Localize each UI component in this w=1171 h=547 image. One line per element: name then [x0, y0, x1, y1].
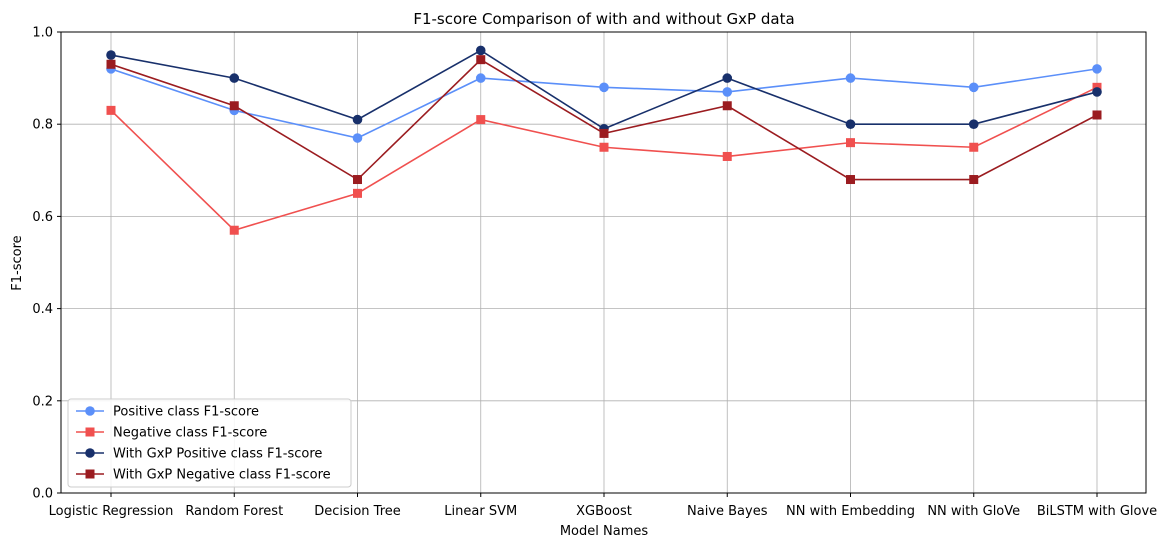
data-point-square — [85, 427, 95, 437]
legend-label: With GxP Positive class F1-score — [113, 447, 322, 462]
data-point-circle — [475, 73, 486, 83]
data-point-square — [969, 175, 979, 185]
data-point-square — [106, 59, 116, 69]
x-tick-label: Decision Tree — [314, 504, 401, 519]
y-tick-label: 1.0 — [32, 26, 53, 41]
legend-box — [67, 398, 352, 488]
y-tick-label: 0.6 — [32, 210, 53, 225]
x-tick-label: Logistic Regression — [49, 504, 174, 519]
series-4 — [106, 55, 1102, 185]
legend-label: Negative class F1-score — [113, 426, 267, 441]
data-point-square — [846, 138, 855, 148]
data-point-square — [106, 105, 116, 115]
series-1 — [106, 64, 1102, 143]
y-axis-label: F1-score — [10, 235, 25, 290]
x-tick-label: NN with Embedding — [786, 504, 915, 519]
y-tick-label: 0.8 — [32, 118, 53, 133]
data-point-square — [353, 175, 362, 185]
data-point-circle — [1092, 87, 1102, 97]
y-tick-label: 0.2 — [32, 394, 53, 409]
series-layer — [106, 45, 1102, 235]
data-point-circle — [845, 73, 856, 83]
data-point-square — [476, 115, 486, 125]
y-tick-label: 0.4 — [32, 302, 53, 317]
data-point-circle — [229, 73, 240, 83]
data-point-circle — [968, 119, 979, 129]
data-point-square — [229, 101, 239, 111]
data-point-square — [846, 175, 855, 185]
chart-title: F1-score Comparison of with and without … — [413, 10, 794, 28]
x-tick-label: Linear SVM — [444, 504, 517, 519]
legend-label: With GxP Negative class F1-score — [113, 468, 331, 483]
data-point-circle — [85, 406, 95, 416]
data-point-circle — [475, 45, 486, 56]
legend-label: Positive class F1-score — [113, 405, 259, 420]
x-tick-label: BiLSTM with Glove — [1037, 504, 1157, 519]
data-point-circle — [352, 114, 363, 125]
data-point-square — [1092, 110, 1102, 120]
data-point-square — [722, 151, 732, 161]
data-point-circle — [599, 82, 609, 93]
data-point-circle — [845, 119, 856, 129]
data-point-circle — [722, 73, 733, 83]
legend: Positive class F1-score Negative class F1… — [67, 398, 352, 488]
data-point-square — [599, 128, 609, 138]
data-point-square — [85, 469, 95, 479]
data-point-square — [969, 142, 979, 152]
data-point-square — [599, 142, 609, 152]
data-point-circle — [352, 133, 363, 143]
data-point-circle — [85, 448, 95, 458]
data-point-square — [722, 101, 732, 111]
ticks: 0.0 0.2 0.4 0.6 0.8 1.0 Logistic Regression Ran… — [32, 26, 1157, 520]
data-point-circle — [722, 87, 733, 97]
y-tick-label: 0.0 — [32, 487, 53, 502]
x-tick-label: Naive Bayes — [687, 504, 768, 519]
data-point-square — [229, 225, 239, 235]
series-3 — [106, 45, 1102, 134]
x-axis-label: Model Names — [560, 524, 649, 539]
data-point-circle — [968, 82, 979, 93]
x-tick-label: Random Forest — [185, 504, 283, 519]
data-point-square — [353, 188, 362, 198]
data-point-square — [476, 55, 486, 65]
data-point-circle — [1092, 64, 1102, 74]
x-tick-label: XGBoost — [576, 504, 632, 519]
x-tick-label: NN with GloVe — [927, 504, 1020, 519]
data-point-circle — [106, 50, 116, 60]
